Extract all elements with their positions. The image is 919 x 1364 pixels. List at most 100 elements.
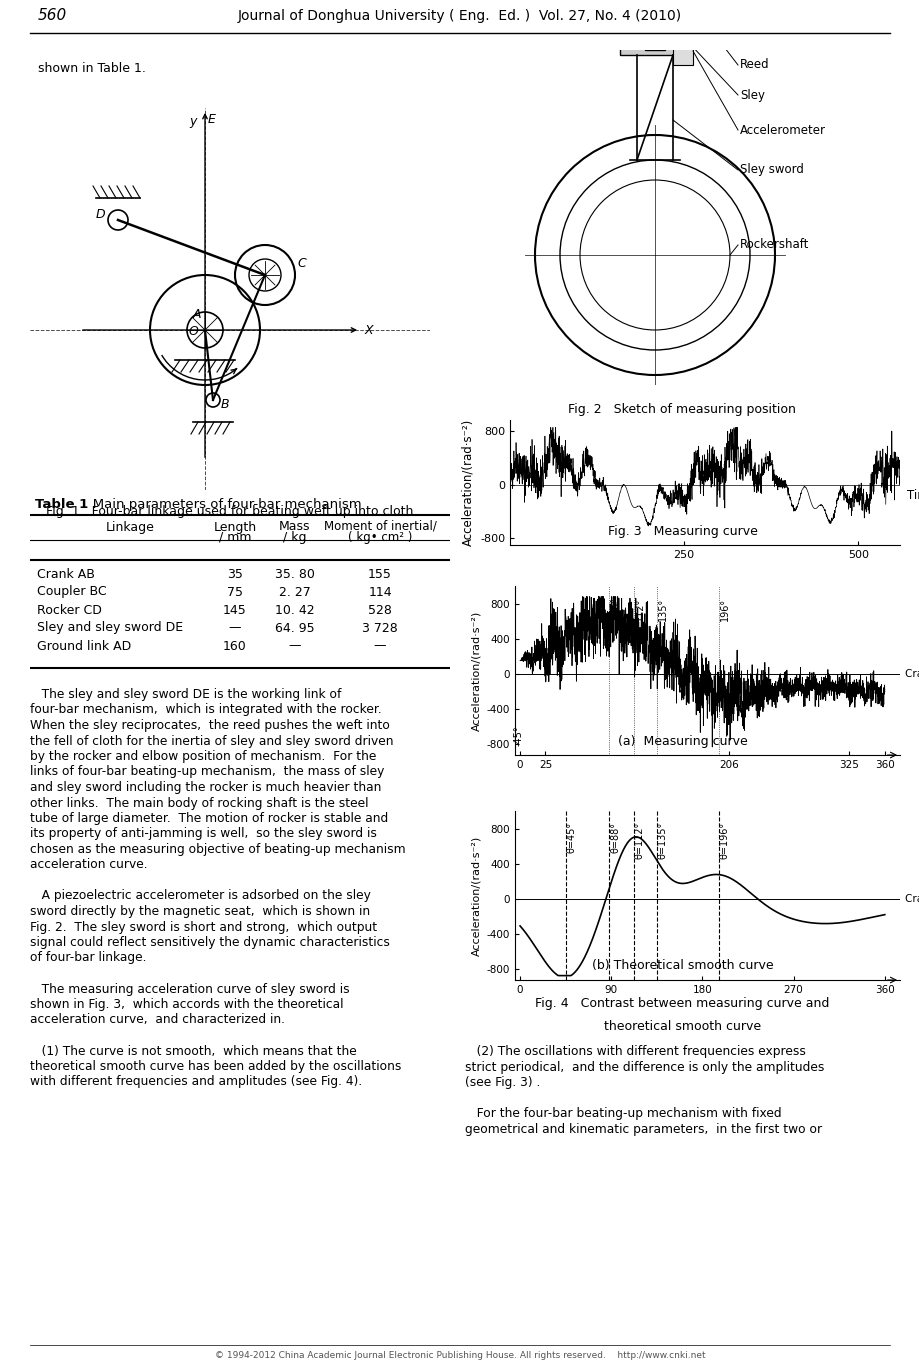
Text: Time/ms: Time/ms xyxy=(906,488,919,501)
Text: Length: Length xyxy=(213,521,256,533)
Text: / kg: / kg xyxy=(283,531,306,543)
Text: θ=88°: θ=88° xyxy=(609,821,619,852)
Text: and sley sword including the rocker is much heavier than: and sley sword including the rocker is m… xyxy=(30,782,381,794)
Text: D: D xyxy=(96,207,106,221)
Circle shape xyxy=(206,393,220,406)
Text: four-bar mechanism,  which is integrated with the rocker.: four-bar mechanism, which is integrated … xyxy=(30,704,381,716)
Text: Crank angle/(°): Crank angle/(°) xyxy=(904,893,919,904)
Text: —: — xyxy=(289,640,301,652)
Text: Journal of Donghua University ( Eng.  Ed. )  Vol. 27, No. 4 (2010): Journal of Donghua University ( Eng. Ed.… xyxy=(238,10,681,23)
Text: Sley sword: Sley sword xyxy=(739,164,803,176)
Text: Fig. 1   Four-bar linkage used for beating weft up into cloth: Fig. 1 Four-bar linkage used for beating… xyxy=(46,505,414,518)
Text: sword directly by the magnetic seat,  which is shown in: sword directly by the magnetic seat, whi… xyxy=(30,904,369,918)
Bar xyxy=(644,10,664,50)
Text: 10. 42: 10. 42 xyxy=(275,603,314,617)
Text: acceleration curve.: acceleration curve. xyxy=(30,858,147,872)
Bar xyxy=(619,33,689,55)
Bar xyxy=(673,46,692,65)
Text: (1) The curve is not smooth,  which means that the: (1) The curve is not smooth, which means… xyxy=(30,1045,357,1057)
Text: Crank angle/(°): Crank angle/(°) xyxy=(904,668,919,679)
Text: θ=196°: θ=196° xyxy=(719,821,729,859)
Text: Fig. 2.  The sley sword is short and strong,  which output: Fig. 2. The sley sword is short and stro… xyxy=(30,921,377,933)
Text: Ground link AD: Ground link AD xyxy=(37,640,131,652)
Text: signal could reflect sensitively the dynamic characteristics: signal could reflect sensitively the dyn… xyxy=(30,936,390,949)
Text: (2) The oscillations with different frequencies express: (2) The oscillations with different freq… xyxy=(464,1045,805,1058)
Text: (a)  Measuring curve: (a) Measuring curve xyxy=(617,734,746,747)
Text: Coupler BC: Coupler BC xyxy=(37,585,107,599)
Text: shown in Fig. 3,  which accords with the theoretical: shown in Fig. 3, which accords with the … xyxy=(30,998,343,1011)
Text: A piezoelectric accelerometer is adsorbed on the sley: A piezoelectric accelerometer is adsorbe… xyxy=(30,889,370,903)
Y-axis label: Acceleration/(rad·s⁻²): Acceleration/(rad·s⁻²) xyxy=(471,835,481,956)
Text: © 1994-2012 China Academic Journal Electronic Publishing House. All rights reser: © 1994-2012 China Academic Journal Elect… xyxy=(214,1352,705,1360)
Text: Accelerometer: Accelerometer xyxy=(739,124,825,136)
Text: with different frequencies and amplitudes (see Fig. 4).: with different frequencies and amplitude… xyxy=(30,1075,362,1088)
Text: theoretical smooth curve: theoretical smooth curve xyxy=(603,1020,760,1033)
Text: Sley: Sley xyxy=(739,89,765,101)
Text: 35. 80: 35. 80 xyxy=(275,567,314,581)
Text: θ=112°: θ=112° xyxy=(634,821,644,859)
Text: of four-bar linkage.: of four-bar linkage. xyxy=(30,952,146,964)
Bar xyxy=(644,0,664,10)
Text: 528: 528 xyxy=(368,603,391,617)
Text: —: — xyxy=(373,640,386,652)
Text: (b) Theoretical smooth curve: (b) Theoretical smooth curve xyxy=(591,959,773,973)
Text: X: X xyxy=(365,323,373,337)
Text: Rocker CD: Rocker CD xyxy=(37,603,102,617)
Text: Fig. 4   Contrast between measuring curve and: Fig. 4 Contrast between measuring curve … xyxy=(535,997,829,1011)
Y-axis label: Acceleration/(rad·s⁻²): Acceleration/(rad·s⁻²) xyxy=(471,610,481,731)
Text: 114: 114 xyxy=(368,585,391,599)
Text: 155: 155 xyxy=(368,567,391,581)
Text: 112°: 112° xyxy=(634,597,644,621)
Text: Reed: Reed xyxy=(739,59,769,71)
Text: Sley and sley sword DE: Sley and sley sword DE xyxy=(37,622,183,634)
Text: The sley and sley sword DE is the working link of: The sley and sley sword DE is the workin… xyxy=(30,687,341,701)
Text: strict periodical,  and the difference is only the amplitudes: strict periodical, and the difference is… xyxy=(464,1060,823,1073)
Text: (see Fig. 3) .: (see Fig. 3) . xyxy=(464,1076,539,1088)
Text: When the sley reciprocates,  the reed pushes the weft into: When the sley reciprocates, the reed pus… xyxy=(30,719,390,732)
Text: -45°: -45° xyxy=(513,726,523,746)
Text: tube of large diameter.  The motion of rocker is stable and: tube of large diameter. The motion of ro… xyxy=(30,812,388,825)
Text: Linkage: Linkage xyxy=(106,521,154,535)
Text: 88°: 88° xyxy=(609,597,619,614)
Text: other links.  The main body of rocking shaft is the steel: other links. The main body of rocking sh… xyxy=(30,797,369,809)
Text: 2. 27: 2. 27 xyxy=(278,585,311,599)
Text: chosen as the measuring objective of beating-up mechanism: chosen as the measuring objective of bea… xyxy=(30,843,405,857)
Text: / mm: / mm xyxy=(219,531,251,543)
Text: θ=135°: θ=135° xyxy=(657,821,667,859)
Text: 160: 160 xyxy=(223,640,246,652)
Text: Main parameters of four-bar mechanism: Main parameters of four-bar mechanism xyxy=(80,498,361,512)
Text: E: E xyxy=(208,113,216,125)
Text: theoretical smooth curve has been added by the oscillations: theoretical smooth curve has been added … xyxy=(30,1060,401,1073)
Text: —: — xyxy=(229,622,241,634)
Text: acceleration curve,  and characterized in.: acceleration curve, and characterized in… xyxy=(30,1013,285,1027)
Text: 560: 560 xyxy=(38,8,67,23)
Text: by the rocker and elbow position of mechanism.  For the: by the rocker and elbow position of mech… xyxy=(30,750,376,762)
Text: Fig. 2   Sketch of measuring position: Fig. 2 Sketch of measuring position xyxy=(567,402,795,416)
Text: Rockershaft: Rockershaft xyxy=(739,239,809,251)
Circle shape xyxy=(249,259,280,291)
Text: A: A xyxy=(193,308,201,321)
Text: shown in Table 1.: shown in Table 1. xyxy=(38,61,146,75)
Text: 64. 95: 64. 95 xyxy=(275,622,314,634)
Text: Moment of inertial/: Moment of inertial/ xyxy=(323,520,436,532)
Text: 3 728: 3 728 xyxy=(362,622,397,634)
Text: Table 1: Table 1 xyxy=(35,498,88,512)
Text: Crank AB: Crank AB xyxy=(37,567,95,581)
Text: 135°: 135° xyxy=(657,597,667,621)
Text: O: O xyxy=(188,325,199,338)
Text: 145: 145 xyxy=(223,603,246,617)
Text: the fell of cloth for the inertia of sley and sley sword driven: the fell of cloth for the inertia of sle… xyxy=(30,734,393,747)
Circle shape xyxy=(187,312,222,348)
Text: For the four-bar beating-up mechanism with fixed: For the four-bar beating-up mechanism wi… xyxy=(464,1108,781,1120)
Text: The measuring acceleration curve of sley sword is: The measuring acceleration curve of sley… xyxy=(30,982,349,996)
Text: geometrical and kinematic parameters,  in the first two or: geometrical and kinematic parameters, in… xyxy=(464,1123,822,1135)
Text: y: y xyxy=(189,115,197,128)
Text: B: B xyxy=(221,398,230,411)
Text: its property of anti-jamming is well,  so the sley sword is: its property of anti-jamming is well, so… xyxy=(30,828,377,840)
Text: Fig. 3   Measuring curve: Fig. 3 Measuring curve xyxy=(607,525,756,537)
Y-axis label: Acceleration/(rad·s⁻²): Acceleration/(rad·s⁻²) xyxy=(461,419,474,546)
Text: ( kg• cm² ): ( kg• cm² ) xyxy=(347,532,412,544)
Text: 75: 75 xyxy=(227,585,243,599)
Text: C: C xyxy=(297,256,305,270)
Text: links of four-bar beating-up mechanism,  the mass of sley: links of four-bar beating-up mechanism, … xyxy=(30,765,384,779)
